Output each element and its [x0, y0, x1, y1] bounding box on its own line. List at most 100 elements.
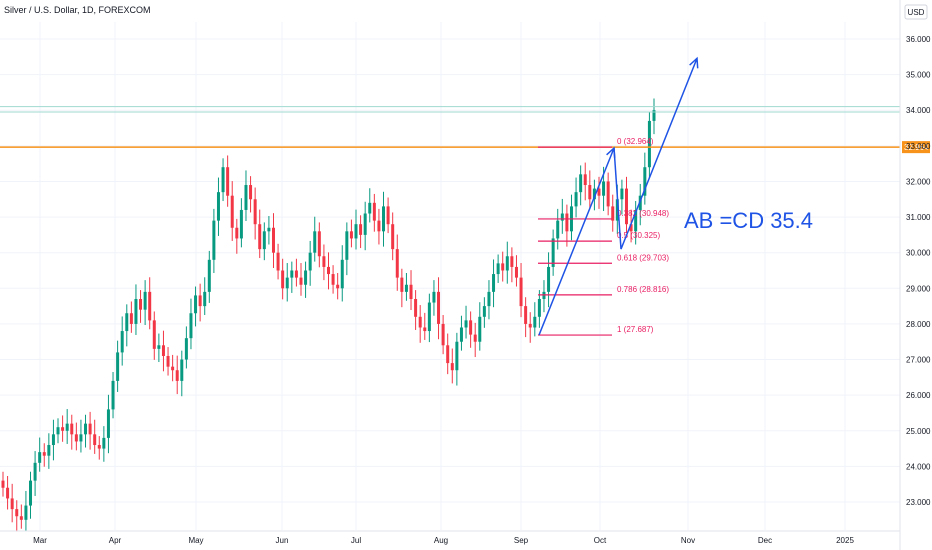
time-tick-label: Sep: [514, 536, 529, 545]
time-tick-label: Aug: [434, 536, 448, 545]
candle-body: [602, 181, 606, 196]
price-tick-label: 35.000: [906, 71, 931, 80]
candle-body: [157, 345, 161, 349]
candle-body: [588, 185, 592, 200]
candle-body: [382, 206, 386, 232]
candle-body: [647, 120, 651, 168]
candle-body: [230, 195, 234, 228]
candle-body: [308, 252, 312, 271]
candle-body: [583, 174, 587, 186]
time-tick-label: 2025: [836, 536, 854, 545]
candle-body: [377, 220, 381, 232]
candle-body: [606, 181, 610, 207]
candle-body: [423, 327, 427, 332]
candle-body: [327, 266, 330, 275]
candle-body: [79, 434, 83, 442]
candle-body: [450, 363, 454, 371]
candle-body: [455, 341, 459, 371]
candle-body: [65, 423, 69, 431]
candle-body: [478, 316, 482, 342]
candle-body: [386, 206, 390, 225]
candle-body: [189, 313, 193, 339]
fib-level-label: 0.382 (30.948): [617, 209, 669, 218]
candle-body: [184, 338, 188, 360]
candle-body: [203, 291, 207, 307]
currency-label: USD: [908, 8, 925, 17]
time-tick-label: Jun: [276, 536, 289, 545]
candle-body: [437, 291, 441, 324]
candle-body: [180, 359, 184, 381]
price-tick-label: 32.000: [906, 177, 931, 186]
candle-body: [349, 231, 353, 239]
candle-body: [620, 188, 624, 200]
price-tick-label: 31.000: [906, 213, 931, 222]
candle-body: [207, 259, 211, 292]
candle-body: [611, 206, 615, 221]
candle-body: [249, 185, 253, 200]
price-tick-label: 36.000: [906, 35, 931, 44]
current-price-tag: [902, 141, 930, 154]
candle-body: [354, 224, 358, 239]
candle-body: [441, 323, 445, 346]
time-axis[interactable]: Mar Apr May Jun Jul Aug Sep Oct Nov Dec 2025: [0, 530, 900, 545]
price-tick-label: 27.000: [906, 356, 931, 365]
abcd-annotation: AB =CD 35.4: [684, 208, 813, 233]
candle-body: [111, 380, 115, 410]
candle-body: [322, 256, 326, 267]
candle-body: [51, 434, 55, 446]
candle-body: [624, 188, 628, 225]
price-tick-label: 29.000: [906, 284, 931, 293]
price-tick-label: 33.000: [906, 142, 931, 151]
bc-leg-line: [613, 148, 622, 250]
time-tick-label: Mar: [33, 536, 47, 545]
candle-body: [70, 423, 74, 435]
candle-body: [166, 355, 170, 367]
candle-body: [464, 320, 468, 328]
candle-body: [418, 316, 422, 328]
price-axis[interactable]: 23.000 24.000 25.000 26.000 27.000 28.000 29.0…: [899, 0, 931, 550]
candle-body: [143, 291, 147, 310]
overlays: 32.964 0 (32.964) 0.382 (30.948) 0.5 (30.32…: [0, 56, 930, 336]
candle-body: [84, 423, 88, 435]
candle-body: [560, 213, 564, 221]
fib-level-label: 1 (27.687): [617, 325, 654, 334]
candle-body: [482, 306, 486, 317]
candle-body: [139, 298, 143, 310]
candle-body: [97, 445, 101, 449]
candle-body: [212, 220, 216, 260]
currency-badge[interactable]: USD: [904, 4, 928, 20]
candle-body: [258, 224, 262, 250]
candle-body: [400, 277, 404, 292]
candle-body: [496, 263, 500, 275]
candle-body: [262, 231, 266, 250]
candle-body: [331, 274, 335, 285]
candle-body: [253, 199, 257, 225]
candle-body: [47, 445, 51, 456]
candle-body: [514, 266, 518, 278]
candle-body: [271, 227, 275, 253]
candle-body: [579, 174, 583, 193]
candle-body: [459, 327, 463, 342]
candle-body: [368, 202, 372, 214]
price-tick-label: 25.000: [906, 427, 931, 436]
candle-body: [473, 334, 477, 342]
candle-body: [290, 270, 294, 278]
candle-body: [267, 227, 271, 232]
candle-body: [547, 266, 551, 292]
candle-body: [510, 256, 514, 267]
candle-body: [487, 291, 491, 307]
candle-body: [372, 202, 376, 221]
candle-body: [492, 274, 496, 292]
grid: [0, 22, 900, 530]
candle-body: [281, 270, 285, 289]
candle-body: [10, 498, 14, 510]
candle-body: [528, 323, 532, 328]
candle-body: [432, 291, 436, 303]
candle-body: [88, 423, 92, 435]
fib-level-label: 0.786 (28.816): [617, 285, 669, 294]
candle-body: [56, 427, 60, 435]
candle-body: [61, 427, 65, 431]
candle-body: [519, 277, 523, 307]
price-tick-label: 34.000: [906, 106, 931, 115]
